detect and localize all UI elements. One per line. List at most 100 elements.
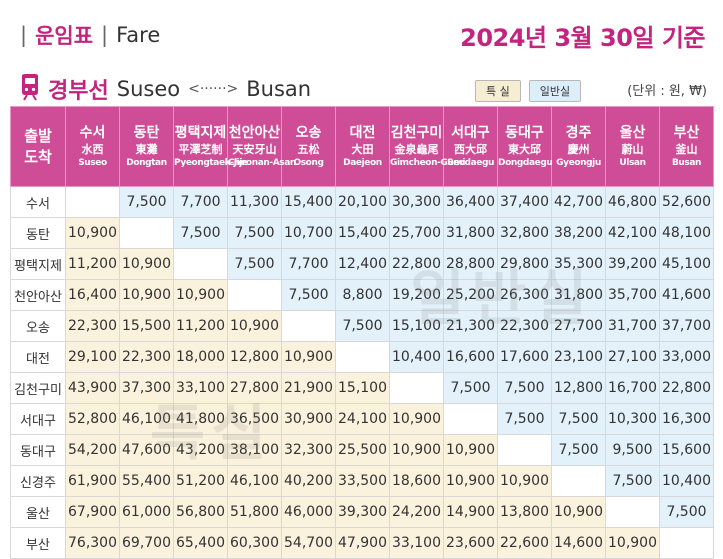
fare-cell-special: 22,600 <box>497 527 552 559</box>
fare-cell-standard: 7,500 <box>335 310 390 342</box>
station-header: 동대구 東大邱 Dongdaegu <box>497 106 553 187</box>
fare-cell-special: 10,900 <box>497 465 552 497</box>
fare-cell-standard: 7,500 <box>173 217 228 249</box>
fare-cell-empty <box>281 310 336 342</box>
line-title: 경부선 Suseo <······> Busan <box>48 73 311 105</box>
station-name-english: Ulsan <box>619 157 646 168</box>
station-name-korean: 경주 <box>565 124 592 141</box>
fare-cell-special: 46,000 <box>281 496 336 528</box>
fare-cell-standard: 20,100 <box>335 186 390 218</box>
fare-cell-standard: 35,700 <box>605 279 660 311</box>
fare-cell-special: 18,600 <box>389 465 444 497</box>
fare-cell-standard: 7,500 <box>497 372 552 404</box>
date-basis: 2024년 3월 30일 기준 <box>460 24 705 52</box>
legend: 특 실 일반실 <box>475 80 582 102</box>
fare-cell-empty <box>335 341 390 373</box>
row-station-label: 울산 <box>10 496 66 528</box>
fare-cell-standard: 16,300 <box>659 403 714 435</box>
station-name-english: Busan <box>671 157 702 168</box>
fare-cell-standard: 9,500 <box>605 434 660 466</box>
fare-cell-standard: 31,800 <box>443 217 498 249</box>
row-station-label: 신경주 <box>10 465 66 497</box>
station-name-english: Pyeongtaek-Jije <box>174 157 248 168</box>
table-row: 부산 76,300 69,700 65,400 60,300 54,700 47,900 33… <box>10 527 714 559</box>
fare-cell-standard: 7,500 <box>497 403 552 435</box>
fare-cell-special: 39,300 <box>335 496 390 528</box>
fare-cell-special: 11,200 <box>65 248 120 280</box>
fare-cell-empty <box>443 403 498 435</box>
fare-cell-standard: 11,300 <box>227 186 282 218</box>
bidirectional-arrow-icon: <······> <box>188 81 239 97</box>
station-name-hanja: 釜山 <box>675 142 698 156</box>
fare-cell-special: 27,800 <box>227 372 282 404</box>
line-header: 경부선 Suseo <······> Busan 특 실 일반실 (단위 : 원… <box>0 70 723 106</box>
fare-cell-standard: 15,100 <box>389 310 444 342</box>
fare-cell-standard: 38,200 <box>551 217 606 249</box>
station-name-hanja: 大田 <box>351 142 374 156</box>
fare-cell-special: 46,100 <box>119 403 174 435</box>
fare-cell-standard: 26,300 <box>497 279 552 311</box>
fare-cell-special: 51,800 <box>227 496 282 528</box>
station-name-hanja: 平澤芝制 <box>178 142 223 156</box>
line-from: Suseo <box>116 77 181 101</box>
row-station-label: 서대구 <box>10 403 66 435</box>
station-name-korean: 오송 <box>295 124 322 141</box>
station-name-hanja: 水西 <box>81 142 104 156</box>
station-header: 동탄 東灘 Dongtan <box>119 106 174 187</box>
station-name-english: Cheonan-Asan <box>228 157 296 168</box>
fare-cell-standard: 23,100 <box>551 341 606 373</box>
fare-cell-special: 25,500 <box>335 434 390 466</box>
line-to: Busan <box>246 77 312 101</box>
fare-table: 출발 도착 수서 水西 Suseo 동탄 東灘 Dongtan 평택지제 平澤芝制 Pyeong… <box>10 106 714 559</box>
fare-cell-special: 22,300 <box>65 310 120 342</box>
fare-cell-special: 23,600 <box>443 527 498 559</box>
fare-cell-empty <box>173 248 228 280</box>
fare-cell-standard: 46,800 <box>605 186 660 218</box>
fare-cell-empty <box>659 527 714 559</box>
fare-cell-special: 10,900 <box>119 248 174 280</box>
fare-cell-empty <box>389 372 444 404</box>
fare-cell-special: 14,600 <box>551 527 606 559</box>
fare-cell-special: 43,900 <box>65 372 120 404</box>
station-name-hanja: 金泉龜尾 <box>394 142 439 156</box>
page-title: | 운임표 | Fare <box>20 20 160 50</box>
fare-cell-standard: 27,100 <box>605 341 660 373</box>
fare-cell-special: 60,300 <box>227 527 282 559</box>
station-name-english: Seodaegu <box>446 157 495 168</box>
row-station-label: 동탄 <box>10 217 66 249</box>
fare-cell-special: 11,200 <box>173 310 228 342</box>
station-name-korean: 부산 <box>673 124 700 141</box>
title-english: Fare <box>116 23 161 47</box>
fare-cell-special: 47,600 <box>119 434 174 466</box>
station-name-english: Osong <box>293 157 324 168</box>
fare-cell-special: 10,900 <box>551 496 606 528</box>
station-header: 수서 水西 Suseo <box>65 106 120 187</box>
fare-cell-standard: 10,700 <box>281 217 336 249</box>
fare-cell-standard: 36,400 <box>443 186 498 218</box>
top-bar: | 운임표 | Fare 2024년 3월 30일 기준 <box>0 0 723 66</box>
row-station-label: 오송 <box>10 310 66 342</box>
row-station-label: 천안아산 <box>10 279 66 311</box>
fare-cell-standard: 27,700 <box>551 310 606 342</box>
fare-cell-special: 16,400 <box>65 279 120 311</box>
fare-cell-special: 10,900 <box>227 310 282 342</box>
fare-cell-standard: 29,800 <box>497 248 552 280</box>
station-header: 서대구 西大邱 Seodaegu <box>443 106 498 187</box>
fare-cell-special: 18,000 <box>173 341 228 373</box>
fare-cell-special: 61,900 <box>65 465 120 497</box>
table-header-row: 출발 도착 수서 水西 Suseo 동탄 東灘 Dongtan 평택지제 平澤芝制 Pyeong… <box>10 106 714 187</box>
fare-cell-standard: 39,200 <box>605 248 660 280</box>
fare-cell-special: 10,900 <box>389 434 444 466</box>
station-name-hanja: 蔚山 <box>621 142 644 156</box>
fare-cell-special: 33,100 <box>173 372 228 404</box>
unit-label: (단위 : 원, ₩) <box>627 84 707 99</box>
station-name-korean: 김천구미 <box>390 124 443 141</box>
fare-cell-standard: 32,800 <box>497 217 552 249</box>
fare-cell-empty <box>227 279 282 311</box>
station-header: 대전 大田 Daejeon <box>335 106 390 187</box>
fare-cell-standard: 7,500 <box>227 248 282 280</box>
fare-cell-standard: 7,700 <box>173 186 228 218</box>
station-name-korean: 울산 <box>619 124 646 141</box>
station-name-english: Suseo <box>78 157 107 168</box>
fare-cell-special: 10,900 <box>443 434 498 466</box>
